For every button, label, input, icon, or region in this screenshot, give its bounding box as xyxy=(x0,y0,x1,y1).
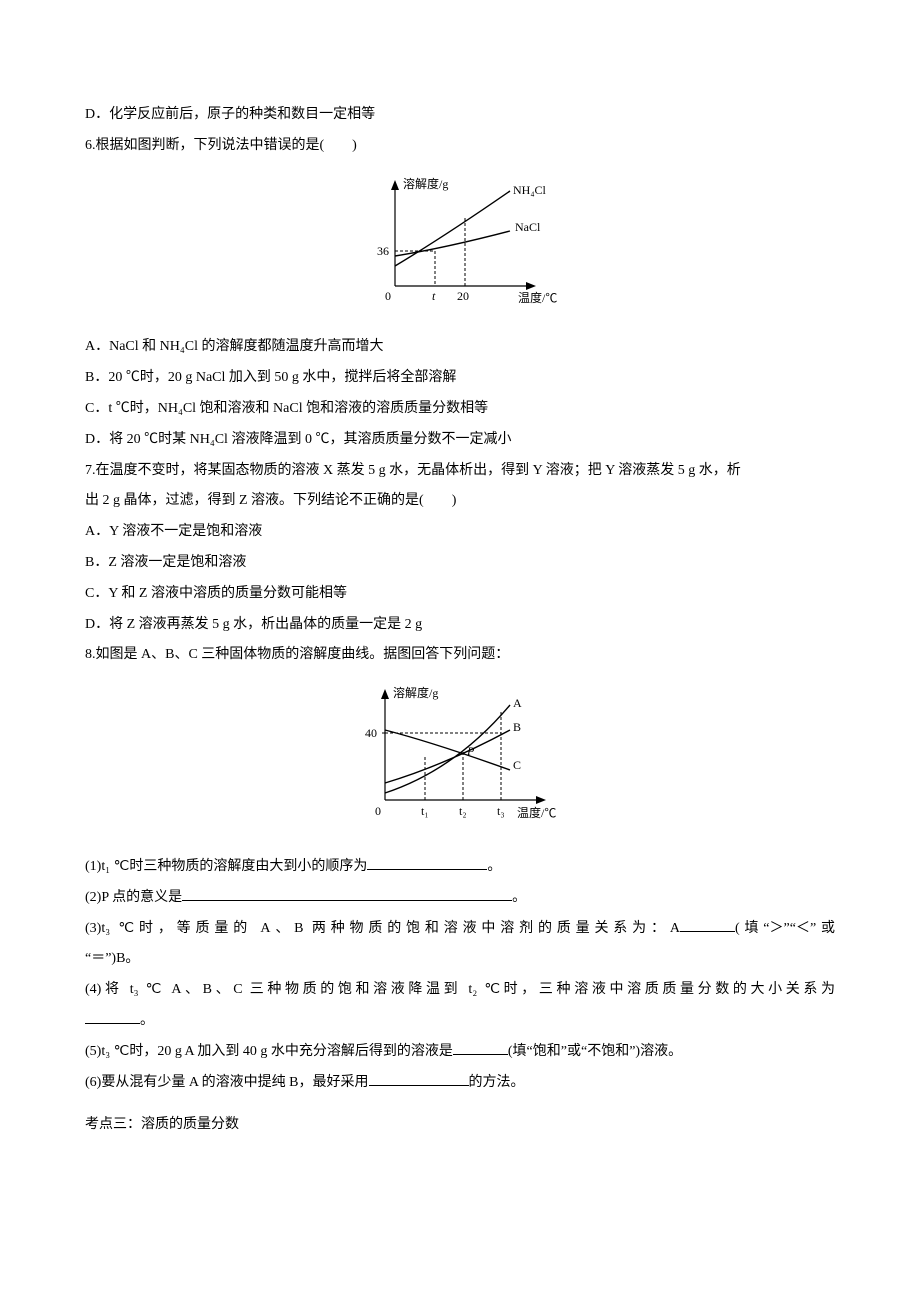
chart1-nh4cl: NH₄Cl xyxy=(513,183,547,197)
q8-sub1: (1)t₁ ℃时三种物质的溶解度由大到小的顺序为 。 xyxy=(85,852,835,883)
blank-3[interactable] xyxy=(680,917,735,932)
q8-sub2: (2)P 点的意义是 。 xyxy=(85,883,835,914)
q8-sub5: (5)t₃ ℃时，20 g A 加入到 40 g 水中充分溶解后得到的溶液是 (填… xyxy=(85,1037,835,1068)
chart2-a: A xyxy=(513,696,522,710)
chart2-c: C xyxy=(513,758,521,772)
q8-sub4-tail: 。 xyxy=(140,1013,154,1028)
q6-option-d: D．将 20 ℃时某 NH₄Cl 溶液降温到 0 ℃，其溶质质量分数不一定减小 xyxy=(85,425,835,456)
q8-sub5-text-a: (5)t₃ ℃时，20 g A 加入到 40 g 水中充分溶解后得到的溶液是 xyxy=(85,1044,453,1059)
topic-3-heading: 考点三：溶质的质量分数 xyxy=(85,1110,835,1141)
blank-2[interactable] xyxy=(182,886,512,901)
q7-stem-l1: 7.在温度不变时，将某固态物质的溶液 X 蒸发 5 g 水，无晶体析出，得到 Y… xyxy=(85,456,835,487)
q7-option-b: B．Z 溶液一定是饱和溶液 xyxy=(85,548,835,579)
solubility-chart-2: 溶解度/g 温度/℃ 0 40 t₁ t₂ t₃ C B A P xyxy=(345,675,575,835)
q6-option-b: B．20 ℃时，20 g NaCl 加入到 50 g 水中，搅拌后将全部溶解 xyxy=(85,363,835,394)
chart2-wrap: 溶解度/g 温度/℃ 0 40 t₁ t₂ t₃ C B A P xyxy=(85,675,835,848)
chart2-p: P xyxy=(466,744,475,758)
blank-5[interactable] xyxy=(453,1040,508,1055)
q7-option-d: D．将 Z 溶液再蒸发 5 g 水，析出晶体的质量一定是 2 g xyxy=(85,610,835,641)
q7-stem-l2: 出 2 g 晶体，过滤，得到 Z 溶液。下列结论不正确的是( ) xyxy=(85,486,835,517)
q8-sub3-text-a: (3)t₃ ℃时，等质量的 A、B 两种物质的饱和溶液中溶剂的质量关系为：A xyxy=(85,921,680,936)
blank-4[interactable] xyxy=(85,1009,140,1024)
chart1-xt: t xyxy=(432,289,436,303)
q8-sub6-text-a: (6)要从混有少量 A 的溶液中提纯 B，最好采用 xyxy=(85,1075,369,1090)
chart1-y36: 36 xyxy=(377,244,389,258)
chart1-origin: 0 xyxy=(385,289,391,303)
chart1-ylabel: 溶解度/g xyxy=(403,176,448,191)
q8-sub2-tail: 。 xyxy=(512,890,526,905)
blank-6[interactable] xyxy=(369,1071,469,1086)
page: D．化学反应前后，原子的种类和数目一定相等 6.根据如图判断，下列说法中错误的是… xyxy=(0,0,920,1302)
chart2-ylabel: 溶解度/g xyxy=(393,685,438,700)
q8-sub6-text-b: 的方法。 xyxy=(469,1075,525,1090)
q8-sub2-text: (2)P 点的意义是 xyxy=(85,890,182,905)
q8-sub1-tail: 。 xyxy=(487,859,501,874)
chart2-origin: 0 xyxy=(375,804,381,818)
q8-sub3-l2: “＝”)B。 xyxy=(85,944,835,975)
q8-sub1-text: (1)t₁ ℃时三种物质的溶解度由大到小的顺序为 xyxy=(85,859,367,874)
q8-stem: 8.如图是 A、B、C 三种固体物质的溶解度曲线。据图回答下列问题： xyxy=(85,640,835,671)
q7-option-a: A．Y 溶液不一定是饱和溶液 xyxy=(85,517,835,548)
q8-sub3-text-b: (填“＞”“＜”或 xyxy=(735,921,835,936)
q7-option-c: C．Y 和 Z 溶液中溶质的质量分数可能相等 xyxy=(85,579,835,610)
q6-option-c: C．t ℃时，NH₄Cl 饱和溶液和 NaCl 饱和溶液的溶质质量分数相等 xyxy=(85,394,835,425)
solubility-chart-1: 溶解度/g 温度/℃ 0 NaCl NH₄Cl t 20 36 xyxy=(355,166,565,316)
q6-option-a: A．NaCl 和 NH₄Cl 的溶解度都随温度升高而增大 xyxy=(85,332,835,363)
q5-option-d: D．化学反应前后，原子的种类和数目一定相等 xyxy=(85,100,835,131)
chart1-xlabel: 温度/℃ xyxy=(518,290,557,305)
chart2-t2: t₂ xyxy=(459,804,467,818)
chart2-xlabel: 温度/℃ xyxy=(517,805,556,820)
chart2-y40: 40 xyxy=(365,726,377,740)
chart1-nacl: NaCl xyxy=(515,220,541,234)
q8-sub6: (6)要从混有少量 A 的溶液中提纯 B，最好采用 的方法。 xyxy=(85,1068,835,1099)
q8-sub4-l2: 。 xyxy=(85,1006,835,1037)
chart2-b: B xyxy=(513,720,521,734)
q8-sub3-l1: (3)t₃ ℃时，等质量的 A、B 两种物质的饱和溶液中溶剂的质量关系为：A (填… xyxy=(85,914,835,945)
chart1-x20: 20 xyxy=(457,289,469,303)
chart1-wrap: 溶解度/g 温度/℃ 0 NaCl NH₄Cl t 20 36 xyxy=(85,166,835,329)
q6-stem: 6.根据如图判断，下列说法中错误的是( ) xyxy=(85,131,835,162)
chart2-t1: t₁ xyxy=(421,804,429,818)
chart2-t3: t₃ xyxy=(497,804,505,818)
blank-1[interactable] xyxy=(367,855,487,870)
q8-sub4-l1: (4)将 t₃ ℃ A、B、C 三种物质的饱和溶液降温到 t₂ ℃时，三种溶液中… xyxy=(85,975,835,1006)
q8-sub5-text-b: (填“饱和”或“不饱和”)溶液。 xyxy=(508,1044,682,1059)
